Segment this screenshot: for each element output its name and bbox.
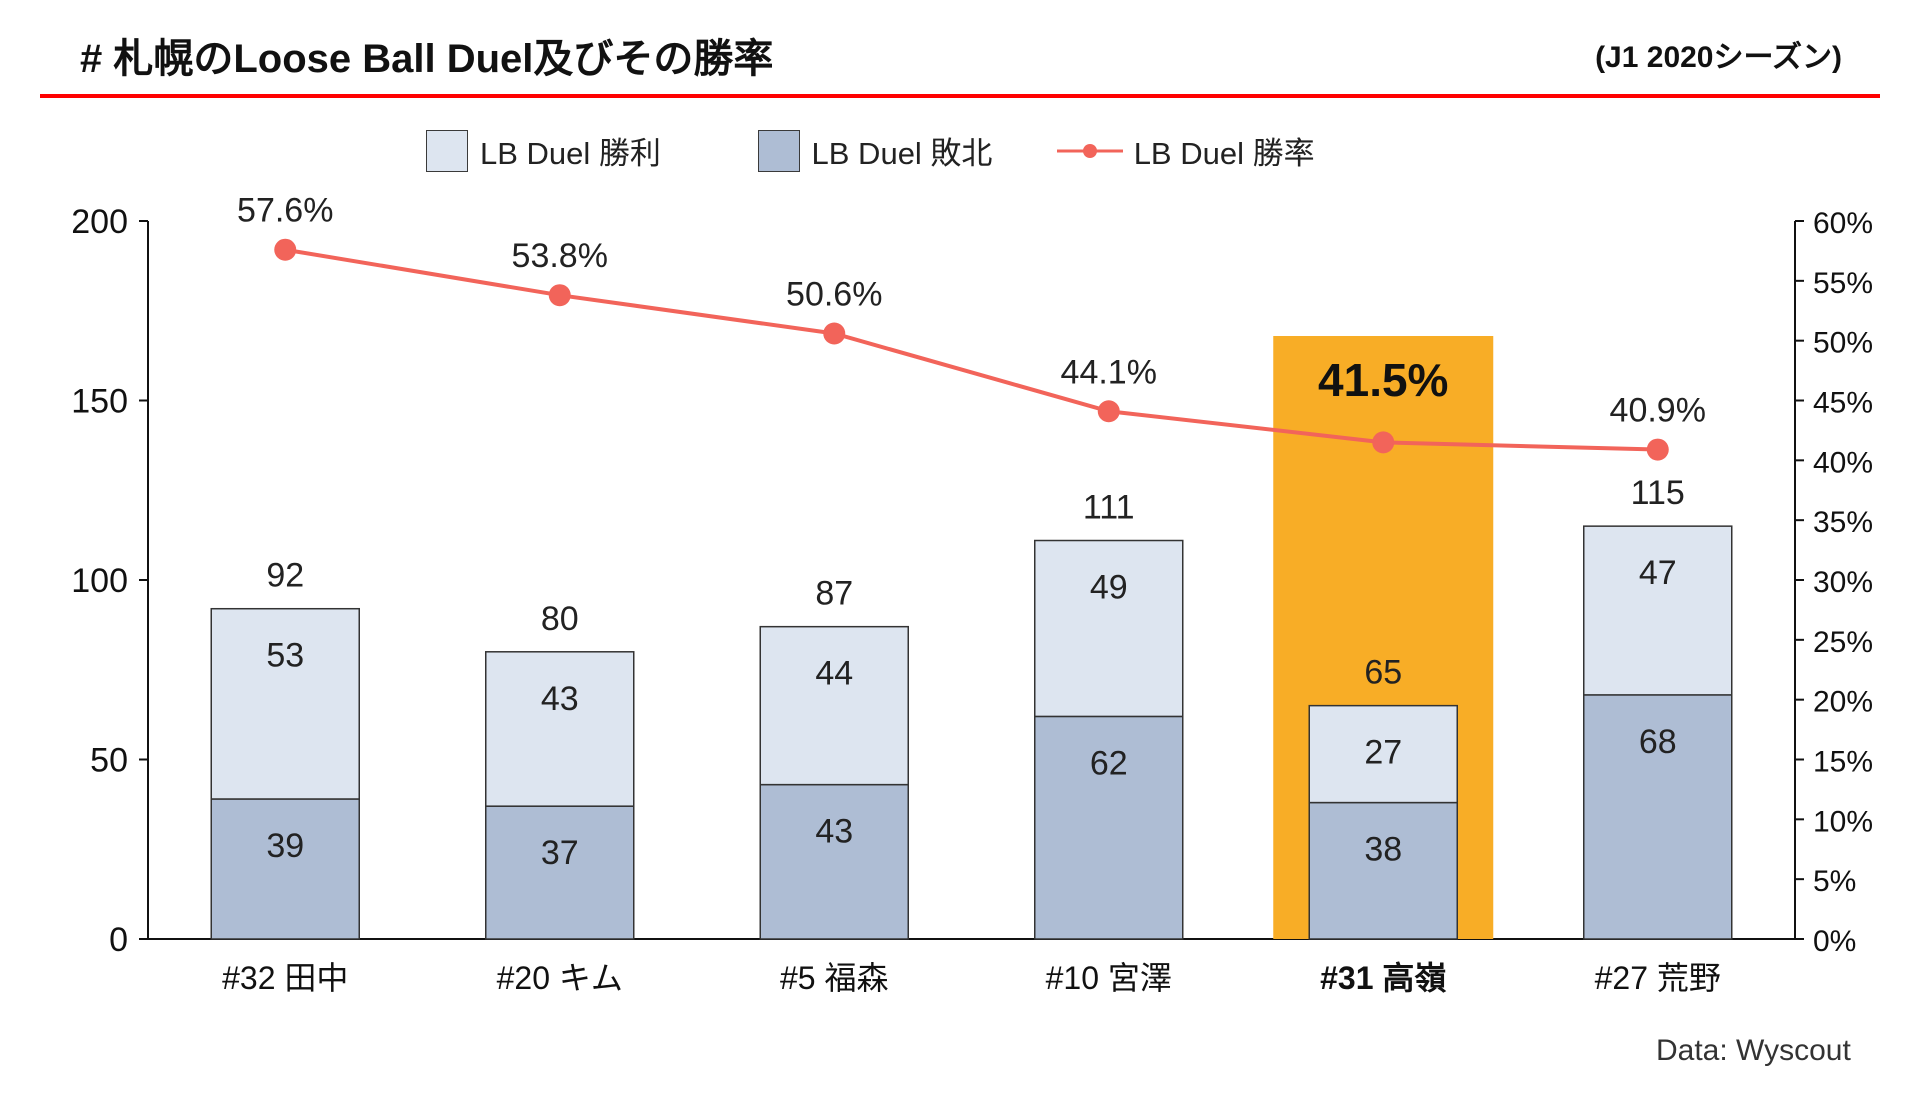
svg-text:47: 47 <box>1639 554 1677 592</box>
svg-text:#32 田中: #32 田中 <box>222 960 348 996</box>
svg-text:20%: 20% <box>1813 686 1873 719</box>
svg-text:111: 111 <box>1083 489 1135 527</box>
svg-text:62: 62 <box>1090 744 1128 782</box>
svg-text:44: 44 <box>815 655 853 693</box>
svg-text:55%: 55% <box>1813 267 1873 300</box>
svg-text:53.8%: 53.8% <box>512 237 608 275</box>
svg-text:43: 43 <box>815 813 853 851</box>
svg-text:115: 115 <box>1631 474 1685 512</box>
svg-text:68: 68 <box>1639 723 1677 761</box>
svg-text:#5 福森: #5 福森 <box>780 960 889 996</box>
svg-text:38: 38 <box>1364 831 1402 869</box>
svg-text:57.6%: 57.6% <box>237 192 333 230</box>
svg-text:50%: 50% <box>1813 327 1873 360</box>
svg-text:30%: 30% <box>1813 566 1873 599</box>
svg-text:#31 高嶺: #31 高嶺 <box>1320 960 1446 996</box>
svg-text:0%: 0% <box>1813 925 1856 958</box>
svg-text:44.1%: 44.1% <box>1061 353 1157 391</box>
svg-text:15%: 15% <box>1813 746 1873 779</box>
svg-text:65: 65 <box>1364 654 1402 692</box>
svg-text:200: 200 <box>71 203 128 241</box>
svg-text:45%: 45% <box>1813 387 1873 420</box>
svg-text:41.5%: 41.5% <box>1318 354 1448 406</box>
svg-text:53: 53 <box>266 637 304 675</box>
svg-text:5%: 5% <box>1813 865 1856 898</box>
svg-text:50.6%: 50.6% <box>786 275 882 313</box>
svg-text:#20 キム: #20 キム <box>497 960 623 996</box>
svg-text:39: 39 <box>266 827 304 865</box>
svg-text:60%: 60% <box>1813 207 1873 240</box>
svg-text:35%: 35% <box>1813 506 1873 539</box>
svg-text:10%: 10% <box>1813 805 1873 838</box>
svg-text:40%: 40% <box>1813 446 1873 479</box>
svg-text:40.9%: 40.9% <box>1610 392 1706 430</box>
svg-text:27: 27 <box>1364 734 1402 772</box>
svg-text:87: 87 <box>815 575 853 613</box>
svg-text:80: 80 <box>541 600 579 638</box>
svg-text:150: 150 <box>71 383 128 421</box>
svg-text:50: 50 <box>90 742 128 780</box>
svg-text:43: 43 <box>541 680 579 718</box>
svg-text:25%: 25% <box>1813 626 1873 659</box>
svg-text:92: 92 <box>266 557 304 595</box>
svg-text:37: 37 <box>541 834 579 872</box>
svg-text:0: 0 <box>109 921 128 959</box>
svg-text:49: 49 <box>1090 569 1128 607</box>
svg-text:#27 荒野: #27 荒野 <box>1595 960 1721 996</box>
svg-text:#10 宮澤: #10 宮澤 <box>1046 960 1172 996</box>
svg-text:100: 100 <box>71 562 128 600</box>
